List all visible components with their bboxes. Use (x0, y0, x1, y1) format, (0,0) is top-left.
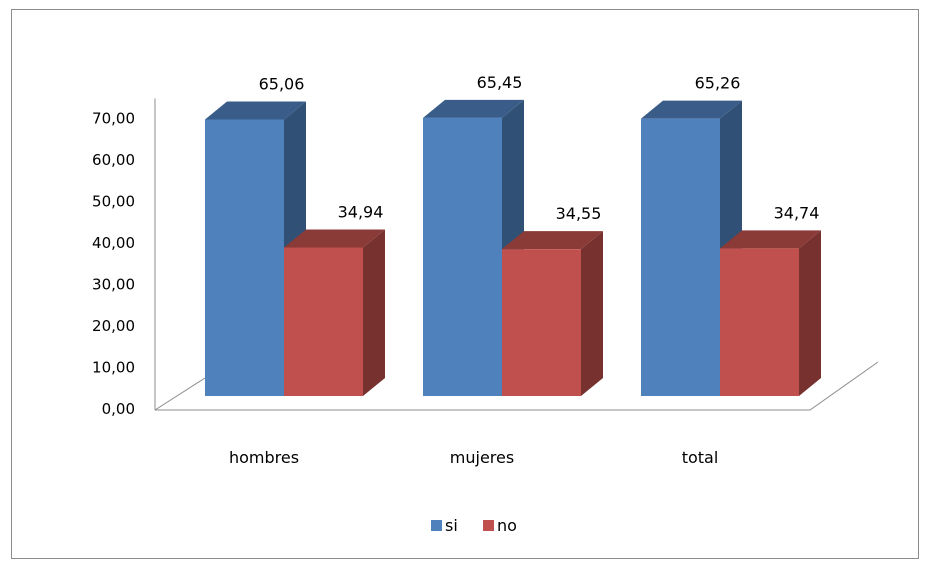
bar-no-hombres (284, 229, 385, 396)
bar-no-mujeres (502, 231, 603, 396)
bar-side-face (799, 230, 821, 396)
data-labels-group: 65,06 34,94 65,45 34,55 65,26 34,74 (259, 73, 820, 223)
bar-side-face (363, 229, 385, 396)
legend-swatch (431, 520, 442, 531)
floor-outline (155, 361, 879, 411)
data-label-no-total: 34,74 (774, 203, 820, 222)
bar-front-face (502, 249, 581, 396)
legend: si no (431, 516, 517, 535)
data-label-si-total: 65,26 (695, 74, 741, 93)
data-label-no-mujeres: 34,55 (556, 204, 602, 223)
bar-top-face (641, 100, 742, 119)
y-tick-label: 40,00 (92, 234, 135, 252)
data-label-si-mujeres: 65,45 (477, 73, 523, 92)
legend-label: si (445, 516, 458, 535)
legend-label: no (497, 516, 517, 535)
y-tick-label: 70,00 (92, 110, 135, 128)
y-tick-label: 50,00 (92, 193, 135, 211)
y-axis-ticks: 0,00 10,00 20,00 30,00 40,00 50,00 60,00 70,00 (92, 110, 135, 418)
floor-left-edge (154, 377, 206, 411)
legend-item-no: no (483, 516, 517, 535)
category-label-hombres: hombres (229, 448, 299, 467)
bar-side-face (581, 231, 603, 396)
y-tick-label: 0,00 (102, 400, 135, 418)
y-tick-label: 10,00 (92, 359, 135, 377)
y-tick-label: 30,00 (92, 276, 135, 294)
bars-group (205, 99, 821, 397)
y-tick-label: 60,00 (92, 151, 135, 169)
y-tick-label: 20,00 (92, 317, 135, 335)
bar-front-face (720, 248, 799, 396)
bar-top-face (502, 231, 603, 250)
bar-front-face (205, 119, 284, 397)
category-label-total: total (682, 448, 719, 467)
legend-swatch (483, 520, 494, 531)
bar-front-face (641, 118, 720, 397)
bar-front-face (284, 247, 363, 396)
legend-item-si: si (431, 516, 458, 535)
data-label-si-hombres: 65,06 (259, 74, 305, 93)
category-label-mujeres: mujeres (450, 448, 514, 467)
bar-top-face (423, 99, 524, 118)
category-labels-group: hombres mujeres total (229, 448, 718, 467)
data-label-no-hombres: 34,94 (338, 203, 384, 222)
bar-top-face (284, 229, 385, 248)
bar-front-face (423, 117, 502, 397)
bar-no-total (720, 230, 821, 396)
bar-top-face (720, 230, 821, 249)
bar-top-face (205, 101, 306, 120)
chart-axes (154, 98, 879, 411)
